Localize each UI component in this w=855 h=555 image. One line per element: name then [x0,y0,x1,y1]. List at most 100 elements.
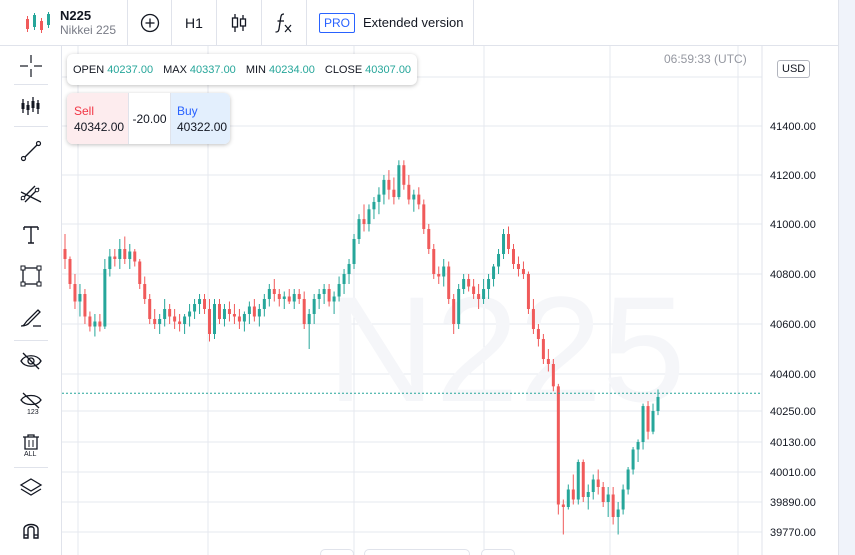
candle-body [68,259,72,284]
timeline-control[interactable] [320,549,354,555]
candle-body [447,266,451,299]
close-value: 40307.00 [365,63,412,76]
candle-body [452,299,456,324]
candle-body [168,309,172,317]
candle-body [367,209,371,224]
price-chart[interactable]: N225 41400.00 41200.00 41000.00 40800.00 406… [62,46,838,555]
add-indicator-button[interactable] [128,0,172,46]
candle-body [282,296,286,299]
svg-text:ALL: ALL [24,451,37,457]
candle-body [437,274,441,277]
candle-body [193,304,197,312]
spread-value: -20.00 [128,93,171,144]
candle-body [487,279,491,289]
currency-button[interactable]: USD [777,60,811,78]
candle-body [212,304,216,334]
trend-line-tool[interactable] [15,135,47,167]
candlestick-icon [231,13,247,32]
open-value: 40237.00 [107,63,154,76]
candle-body [342,274,346,284]
candle-body [581,462,585,497]
hide-indicators-tool[interactable]: 123 [15,387,47,419]
timeline-control[interactable] [364,549,470,555]
indicators-button[interactable] [262,0,307,46]
magnet-tool[interactable] [15,514,47,546]
timeline-control[interactable] [481,549,515,555]
brush-tool[interactable] [15,302,47,334]
eye-hide-123-icon: 123 [20,392,42,415]
candle-body [492,266,496,279]
candle-body [108,256,112,269]
candle-body [317,294,321,299]
candle-body [651,411,655,432]
text-tool[interactable] [15,219,47,251]
candles [63,160,660,535]
symbol-text: N225 Nikkei 225 [60,9,116,36]
crosshair-icon [20,55,42,77]
svg-text:123: 123 [27,409,39,415]
candle-body [143,284,147,299]
bar-chart-tool[interactable] [15,90,47,122]
buy-button[interactable]: Buy 40322.00 [171,93,230,144]
candle-body [417,194,421,205]
magnet-icon [23,523,39,539]
candle-body [237,316,241,322]
price-axis-label: 39770.00 [770,527,816,539]
chart-type-button[interactable] [217,0,262,46]
candle-body [128,251,132,259]
candle-body [247,306,251,314]
candle-body [412,194,416,200]
layers-icon [19,478,43,496]
brush-icon [20,309,41,327]
price-axis-label: 41400.00 [770,121,816,133]
candle-body [217,304,221,319]
candle-body [497,254,501,267]
candle-body [546,359,550,364]
candle-body [188,311,192,317]
candle-body [402,165,406,185]
fib-tool[interactable] [15,177,47,209]
candle-body [427,229,431,249]
layers-tool[interactable] [15,472,47,504]
candle-body [432,249,436,274]
price-axis-label: 40250.00 [770,406,816,418]
text-icon [23,226,39,244]
hide-drawings-tool[interactable] [15,345,47,377]
candle-body [178,321,182,324]
top-toolbar: N225 Nikkei 225 H1 PRO Extended version [0,0,838,46]
candle-body [307,314,311,324]
crosshair-tool[interactable] [15,50,47,82]
eye-hide-icon [20,352,42,370]
candle-body [397,165,401,198]
min-label: MIN [245,63,266,76]
candle-body [382,179,386,195]
candle-body [262,299,266,309]
candle-body [222,309,226,319]
candle-body [203,299,207,309]
candle-body [656,396,660,411]
price-axis-label: 40130.00 [770,437,816,449]
rectangle-tool[interactable] [15,260,47,292]
bar-chart-icon [21,97,40,115]
open-label: OPEN [73,63,105,76]
candle-body [292,294,296,302]
candle-body [153,319,157,324]
candle-body [272,289,276,294]
candle-body [586,492,590,497]
candle-body [646,406,650,432]
symbol-selector[interactable]: N225 Nikkei 225 [0,0,128,46]
remove-all-tool[interactable]: ALL [15,429,47,461]
candle-body [507,234,511,249]
candle-body [571,489,575,500]
candle-body [511,249,515,264]
candle-body [78,294,82,302]
candle-body [566,489,570,507]
scroll-strip[interactable] [838,0,855,555]
plus-circle-icon [140,13,159,32]
symbol-name: N225 [60,8,92,23]
interval-button[interactable]: H1 [172,0,217,46]
candle-body [472,286,476,294]
extended-version-button[interactable]: PRO Extended version [307,0,475,46]
candle-body [596,479,600,487]
sell-button[interactable]: Sell 40342.00 [67,93,128,144]
